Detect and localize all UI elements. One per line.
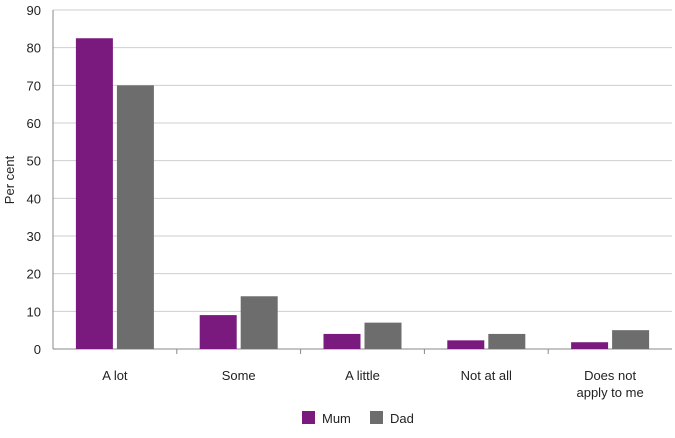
y-tick-label: 80 [27,41,41,56]
bar-mum-0 [75,38,113,349]
y-tick-label: 70 [27,78,41,93]
category-label: A lot [102,368,128,383]
y-tick-label: 60 [27,116,41,131]
bar-dad-1 [240,296,278,349]
category-label: Does not apply to me [576,368,643,400]
legend-label-dad: Dad [390,411,414,426]
gridlines [52,9,672,354]
category-label: Some [222,368,256,383]
legend-label-mum: Mum [322,411,351,426]
bar-dad-4 [612,330,650,349]
y-tick-label: 10 [27,304,41,319]
y-axis-ticks: 0 10 20 30 40 50 60 70 80 90 [27,3,41,357]
category-label: Not at all [461,368,512,383]
y-tick-label: 20 [27,267,41,282]
y-tick-label: 30 [27,229,41,244]
legend-swatch-dad [370,411,383,424]
bars [75,38,650,349]
y-tick-label: 40 [27,191,41,206]
legend: Mum Dad [302,411,414,426]
bar-mum-4 [571,342,609,349]
y-tick-label: 0 [34,342,41,357]
y-tick-label: 90 [27,3,41,18]
bar-mum-1 [199,315,237,349]
x-axis-categories: A lot Some A little Not at all Does not apply… [102,368,643,400]
y-tick-label: 50 [27,154,41,169]
bar-mum-3 [447,340,485,349]
y-axis-label: Per cent [2,155,17,204]
bar-dad-3 [488,333,526,349]
legend-swatch-mum [302,411,315,424]
bar-mum-2 [323,333,361,349]
bar-dad-2 [364,322,402,349]
category-label: A little [345,368,380,383]
bar-dad-0 [116,85,154,349]
